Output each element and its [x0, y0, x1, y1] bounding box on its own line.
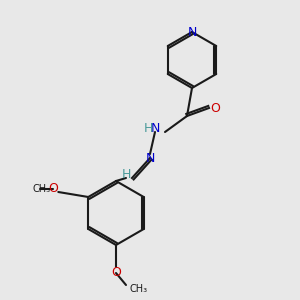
Text: H: H — [121, 169, 131, 182]
Text: N: N — [187, 26, 197, 38]
Text: CH₃: CH₃ — [32, 184, 50, 194]
Text: N: N — [150, 122, 160, 136]
Text: CH₃: CH₃ — [130, 284, 148, 294]
Text: O: O — [111, 266, 121, 280]
Text: O: O — [48, 182, 58, 196]
Text: H: H — [143, 122, 153, 136]
Text: O: O — [210, 101, 220, 115]
Text: N: N — [145, 152, 155, 164]
